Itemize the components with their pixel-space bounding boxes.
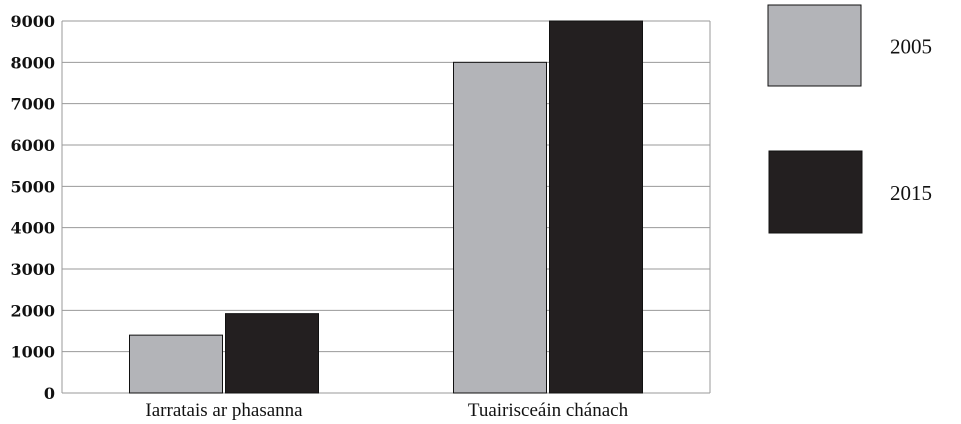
y-tick-label: 2000	[10, 301, 55, 320]
legend-swatch-2015	[768, 150, 863, 234]
x-category-label: Iarratais ar phasanna	[145, 400, 303, 421]
y-tick-label: 8000	[10, 53, 55, 72]
y-tick-label: 6000	[10, 136, 55, 155]
legend: 2005 2015	[767, 4, 932, 234]
bar-2005-2	[453, 61, 547, 394]
y-tick-label: 4000	[10, 219, 55, 238]
bar-2015-1	[225, 313, 319, 394]
y-tick-label: 3000	[10, 260, 55, 279]
y-tick-label: 5000	[10, 177, 55, 196]
bar-2005-1	[129, 334, 223, 394]
x-axis-categories: Iarratais ar phasanna Tuairisceáin chánac…	[145, 400, 628, 421]
y-axis-ticks: 0 1000 2000 3000 4000 5000 6000 7000 8000 9000	[10, 12, 55, 403]
y-tick-label: 9000	[10, 12, 55, 31]
y-tick-label: 0	[44, 384, 55, 403]
legend-label-2015: 2015	[890, 181, 932, 205]
y-tick-label: 1000	[10, 343, 55, 362]
x-category-label: Tuairisceáin chánach	[468, 400, 629, 421]
legend-label-2005: 2005	[890, 35, 932, 59]
bar-2015-2	[549, 20, 643, 394]
legend-swatch-2005	[767, 4, 862, 87]
y-tick-label: 7000	[10, 95, 55, 114]
bars	[129, 20, 643, 394]
